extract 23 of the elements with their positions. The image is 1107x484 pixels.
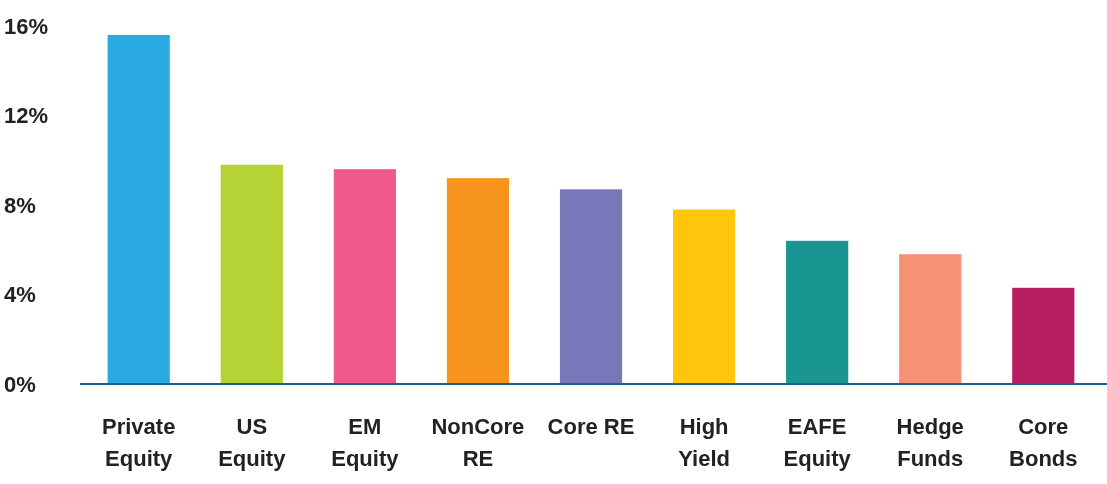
bar [899,254,962,384]
bar [559,189,623,384]
y-tick-label: 0% [4,371,36,397]
x-tick-label: EM Equity [331,414,400,471]
x-tick-label: High Yield [678,414,730,471]
x-tick-label: Core RE [547,414,635,439]
x-tick-label: US Equity [218,414,287,471]
bar [220,164,283,384]
y-tick-label: 16% [4,13,49,39]
x-tick-label: Hedge Funds [896,414,964,471]
bar [333,169,396,384]
y-tick-label: 8% [4,192,36,218]
x-tick-label: Core Bonds [1009,414,1078,471]
bar [1012,287,1075,384]
bar [786,240,849,384]
y-tick-label: 12% [4,103,49,129]
bar [672,209,736,384]
x-tick-label: EAFE Equity [783,414,852,471]
bar [107,34,170,384]
x-tick-label: Private Equity [102,414,176,471]
bar [446,178,510,384]
y-tick-label: 4% [4,282,36,308]
x-tick-label: NonCore RE [431,414,525,471]
